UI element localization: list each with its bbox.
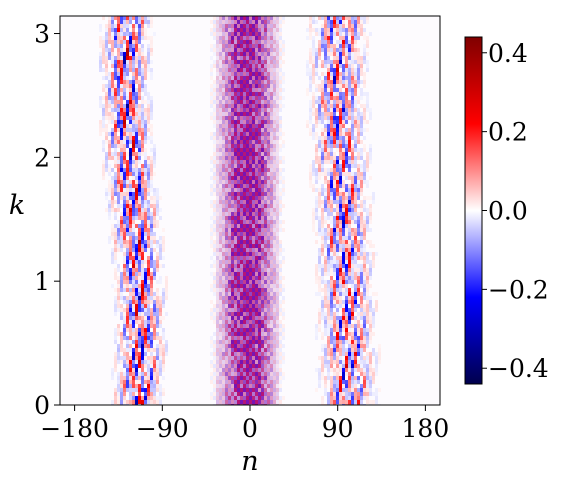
- y-axis-label: k: [9, 190, 25, 221]
- x-axis-label: n: [241, 446, 258, 477]
- x-tick-label: −90: [136, 414, 189, 443]
- x-tick-label: 180: [402, 414, 450, 443]
- x-tick-label: 90: [322, 414, 354, 443]
- x-tick-label: −180: [40, 414, 109, 443]
- y-axis: 0 1 2 3: [34, 20, 60, 420]
- y-tick-label: 0: [34, 391, 50, 420]
- colorbar-tick-label: −0.4: [488, 354, 549, 383]
- colorbar-ticks: 0.4 0.2 0.0 −0.2 −0.4: [482, 39, 549, 383]
- y-tick-label: 1: [34, 267, 50, 296]
- heatmap-cells: [99, 16, 381, 408]
- y-tick-label: 2: [34, 143, 50, 172]
- y-tick-label: 3: [34, 20, 50, 49]
- colorbar-tick-label: 0.2: [488, 118, 528, 147]
- colorbar-tick-label: 0.4: [488, 39, 528, 68]
- colorbar-tick-label: −0.2: [488, 275, 549, 304]
- colorbar: [465, 37, 482, 384]
- colorbar-tick-label: 0.0: [488, 197, 528, 226]
- x-tick-label: 0: [242, 414, 258, 443]
- x-axis: −180 −90 0 90 180: [40, 405, 449, 443]
